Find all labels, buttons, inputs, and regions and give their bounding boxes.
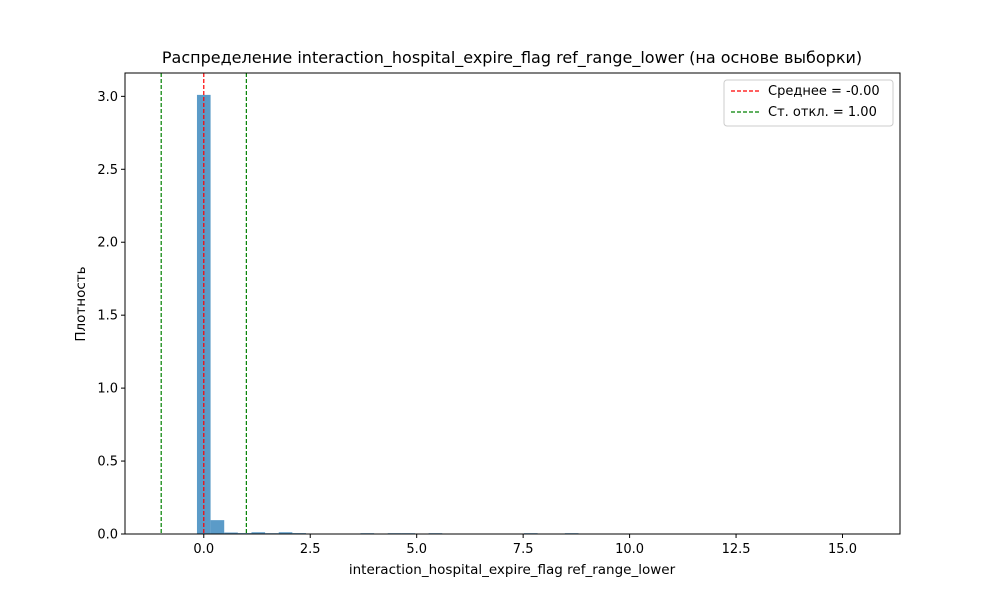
chart-title: Распределение interaction_hospital_expir…: [162, 48, 862, 68]
y-axis: 0.0 0.5 1.0 1.5 2.0 2.5 3.0: [97, 90, 125, 543]
y-tick-label-6: 3.0: [97, 90, 118, 105]
plot-area: [124, 72, 901, 535]
legend-mean-label: Среднее = -0.00: [768, 84, 880, 99]
y-tick-label-2: 1.0: [97, 382, 118, 397]
legend-box: [723, 79, 894, 127]
x-axis-label: interaction_hospital_expire_flag ref_ran…: [349, 562, 676, 578]
y-tick-label-3: 1.5: [97, 309, 118, 324]
legend: Среднее = -0.00 Ст. откл. = 1.00: [723, 79, 894, 127]
plot-frame: [124, 72, 901, 535]
reference-lines: [160, 73, 247, 534]
y-tick-label-5: 2.5: [97, 163, 118, 178]
x-tick-label-1: 2.5: [300, 542, 321, 557]
x-tick-label-0: 0.0: [193, 542, 214, 557]
y-axis-label: Плотность: [73, 266, 89, 341]
histogram-bar-4: [251, 532, 266, 534]
y-tick-label-4: 2.0: [97, 236, 118, 251]
histogram-bar-2: [224, 532, 238, 534]
histogram-bar-6: [278, 532, 293, 534]
x-tick-label-4: 10.0: [615, 542, 644, 557]
x-tick-label-3: 7.5: [513, 542, 534, 557]
legend-std-label: Ст. откл. = 1.00: [768, 105, 877, 120]
histogram-bar-1: [210, 520, 225, 534]
x-axis: 0.0 2.5 5.0 7.5 10.0 12.5 15.0: [193, 534, 857, 557]
y-tick-label-1: 0.5: [97, 455, 118, 470]
x-tick-label-2: 5.0: [406, 542, 427, 557]
y-tick-label-0: 0.0: [97, 528, 118, 543]
x-tick-label-6: 15.0: [828, 542, 857, 557]
x-tick-label-5: 12.5: [722, 542, 751, 557]
